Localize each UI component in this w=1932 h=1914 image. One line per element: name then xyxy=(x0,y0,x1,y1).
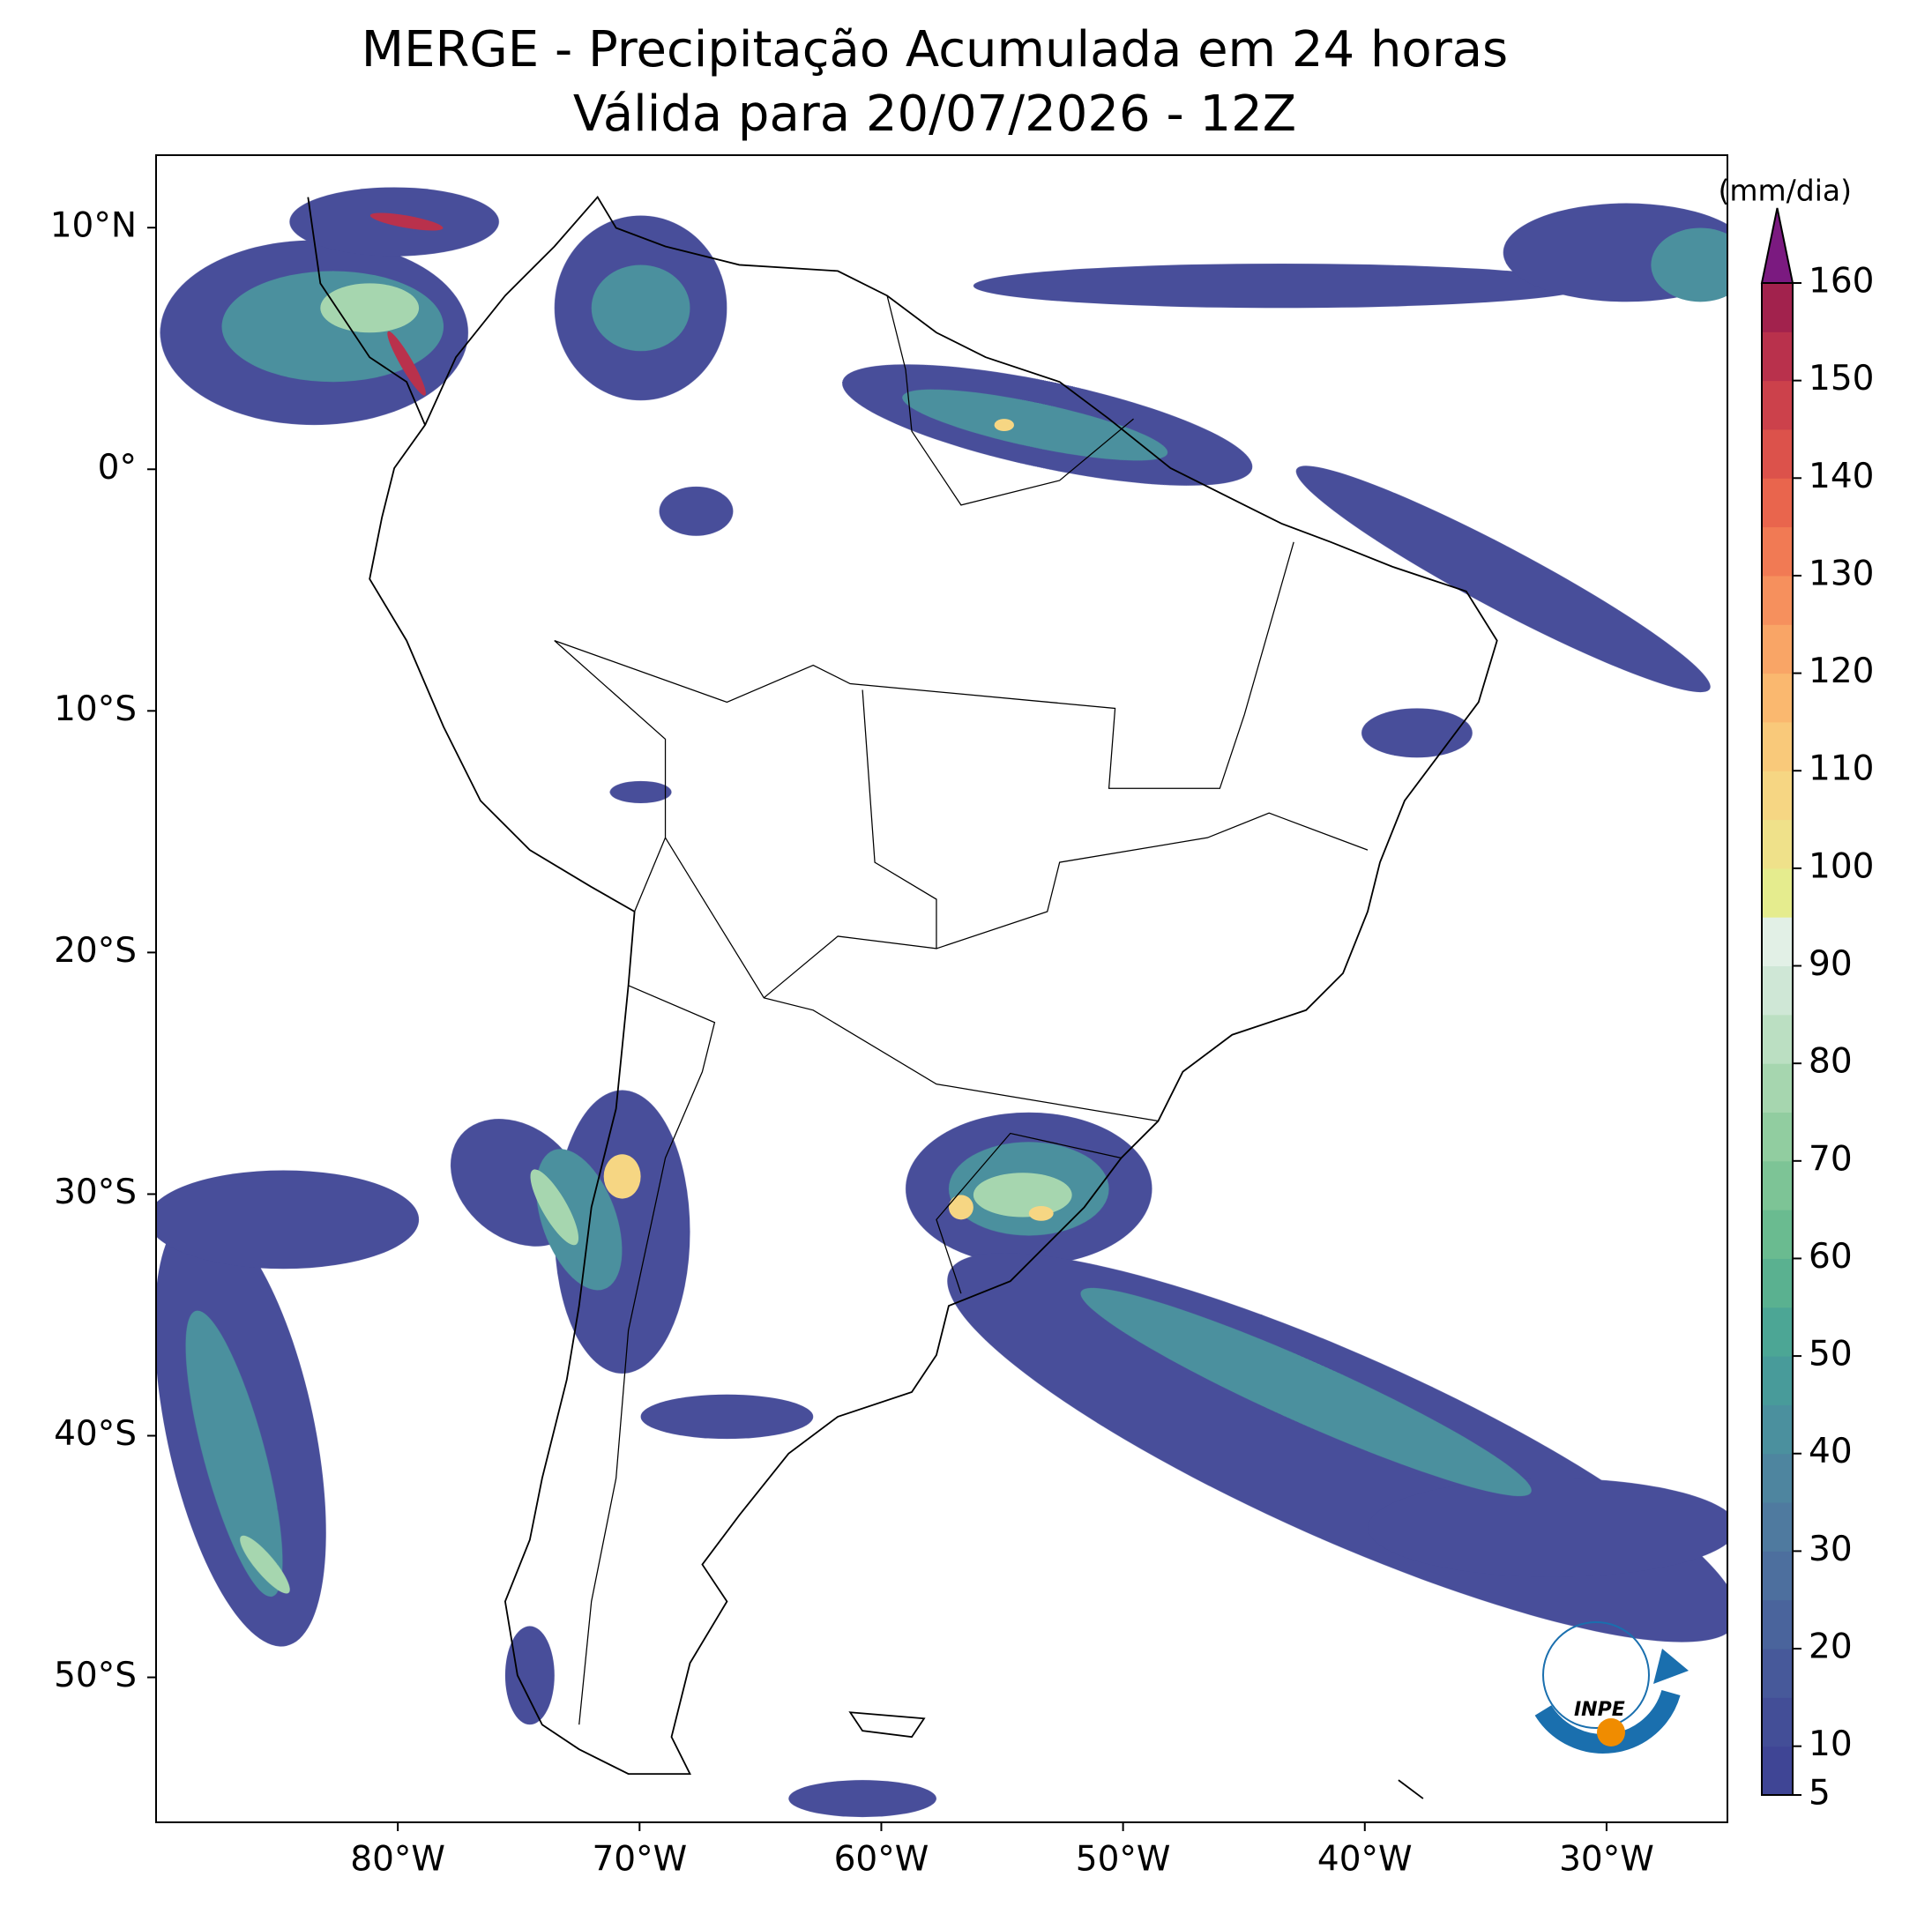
y-tick-label: 30°S xyxy=(54,1173,137,1212)
colorbar-tick-label: 70 xyxy=(1809,1139,1853,1179)
colorbar-tick-label: 30 xyxy=(1809,1530,1853,1569)
precipitation xyxy=(156,187,1727,1818)
colorbar-band xyxy=(1762,1551,1793,1601)
colorbar-band xyxy=(1762,331,1793,382)
colorbar-tick-label: 20 xyxy=(1809,1627,1853,1667)
colorbar-band xyxy=(1762,1453,1793,1503)
colorbar-band xyxy=(1762,428,1793,479)
logo-text: INPE xyxy=(1574,1699,1625,1721)
colorbar-extend xyxy=(1760,207,1794,284)
colorbar-band xyxy=(1762,1649,1793,1698)
y-tick-label: 10°S xyxy=(54,689,137,729)
colorbar-band xyxy=(1762,917,1793,967)
map: INPE xyxy=(156,187,1727,1818)
colorbar-tick-label: 160 xyxy=(1809,262,1874,302)
colorbar-band xyxy=(1762,1014,1793,1064)
colorbar-tick-label: 140 xyxy=(1809,457,1874,496)
colorbar-band xyxy=(1762,771,1793,821)
colorbar-tick-label: 40 xyxy=(1809,1432,1853,1471)
colorbar-frame xyxy=(1761,283,1794,1796)
x-tick-label: 30°W xyxy=(1559,1840,1654,1880)
colorbar-tick-label: 110 xyxy=(1809,749,1874,789)
colorbar-band xyxy=(1762,965,1793,1016)
colorbar-tick-label: 130 xyxy=(1809,554,1874,593)
coastlines xyxy=(307,196,1498,1799)
colorbar-tick-label: 10 xyxy=(1809,1724,1853,1764)
colorbar-band xyxy=(1762,819,1793,869)
colorbar-band xyxy=(1762,721,1793,771)
colorbar-band xyxy=(1762,1599,1793,1650)
y-tick-label: 0° xyxy=(98,448,137,488)
y-tick-label: 10°N xyxy=(50,206,137,246)
colorbar-tick-label: 150 xyxy=(1809,359,1874,398)
map-frame xyxy=(155,154,1728,1823)
colorbar-band xyxy=(1762,1404,1793,1455)
colorbar-label: (mm/dia) xyxy=(1719,174,1853,208)
colorbar-band xyxy=(1762,575,1793,625)
colorbar-band xyxy=(1762,283,1793,332)
colorbar-band xyxy=(1762,380,1793,430)
colorbar-band xyxy=(1762,1063,1793,1113)
y-tick-label: 40°S xyxy=(54,1414,137,1454)
subtitle: Válida para 20/07/2026 - 12Z xyxy=(573,86,1296,143)
colorbar-tick-label: 90 xyxy=(1809,944,1853,984)
colorbar-band xyxy=(1762,1697,1793,1747)
x-tick-label: 60°W xyxy=(834,1840,929,1880)
colorbar-band xyxy=(1762,1307,1793,1357)
colorbar-band xyxy=(1762,868,1793,918)
y-tick-label: 50°S xyxy=(54,1656,137,1695)
colorbar-tick-label: 60 xyxy=(1809,1237,1853,1277)
x-tick-label: 50°W xyxy=(1076,1840,1171,1880)
colorbar-tick-label: 100 xyxy=(1809,846,1874,886)
inpe-logo: INPE xyxy=(1534,1621,1689,1754)
colorbar-band xyxy=(1762,478,1793,528)
colorbar-tick-label: 5 xyxy=(1809,1774,1831,1813)
title: MERGE - Precipitação Acumulada em 24 hor… xyxy=(362,21,1508,78)
y-tick-label: 20°S xyxy=(54,931,137,971)
colorbar-band xyxy=(1762,1210,1793,1259)
colorbar-band xyxy=(1762,1746,1793,1796)
x-tick-label: 80°W xyxy=(350,1840,445,1880)
x-tick-label: 70°W xyxy=(592,1840,687,1880)
colorbar-band xyxy=(1762,1258,1793,1308)
colorbar-band xyxy=(1762,1502,1793,1552)
colorbar-tick-label: 50 xyxy=(1809,1335,1853,1374)
colorbar-band xyxy=(1762,673,1793,723)
colorbar-band xyxy=(1762,1160,1793,1210)
colorbar-band xyxy=(1762,1356,1793,1405)
colorbar-tick-label: 120 xyxy=(1809,652,1874,691)
colorbar-band xyxy=(1762,526,1793,577)
colorbar-band xyxy=(1762,624,1793,674)
colorbar-band xyxy=(1762,1112,1793,1162)
colorbar-tick-label: 80 xyxy=(1809,1042,1853,1082)
x-tick-label: 40°W xyxy=(1317,1840,1413,1880)
